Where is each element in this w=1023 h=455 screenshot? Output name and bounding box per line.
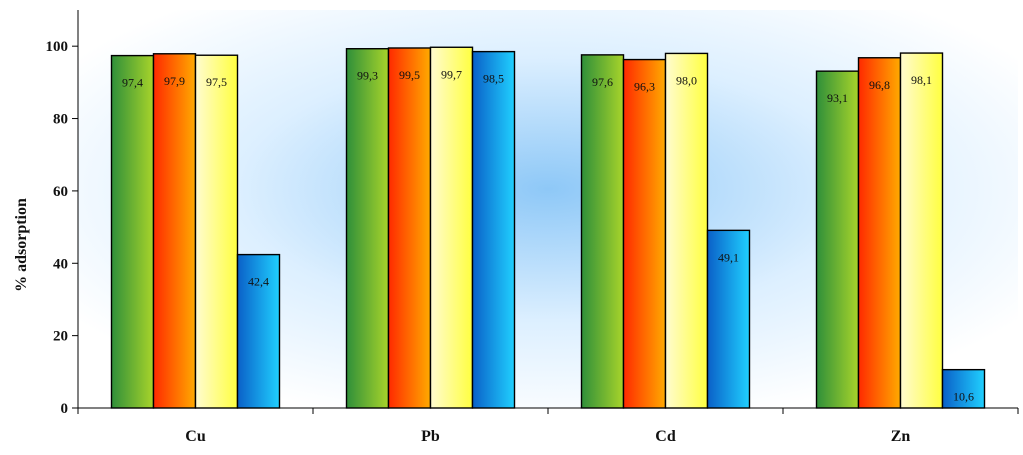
- bar: [580, 54, 625, 409]
- bar-value-label: 96,3: [634, 80, 655, 94]
- bar-value-label: 49,1: [718, 250, 739, 264]
- x-category-label: Cu: [185, 428, 206, 445]
- bar: [387, 47, 432, 409]
- bar: [110, 54, 155, 409]
- bar-value-label: 42,4: [248, 275, 269, 289]
- bar: [236, 253, 281, 409]
- bar-value-label: 99,5: [399, 68, 420, 82]
- bar-value-label: 97,5: [206, 75, 227, 89]
- bar-value-label: 99,7: [441, 67, 462, 81]
- bar-value-label: 97,4: [122, 76, 143, 90]
- bar-value-label: 98,5: [483, 72, 504, 86]
- y-tick-label: 40: [53, 256, 68, 272]
- y-tick-label: 80: [53, 112, 68, 128]
- bar-value-label: 93,1: [827, 91, 848, 105]
- bar: [664, 52, 709, 409]
- bar-value-label: 98,0: [676, 73, 697, 87]
- y-tick-label: 20: [53, 329, 68, 345]
- bar: [429, 46, 474, 409]
- data-label-group: 97,4 97,9 97,5 42,4 99,3 99,5 99,7 98,5 97,6 96,3…: [122, 67, 974, 403]
- x-category-label: Zn: [891, 428, 911, 445]
- x-axis: Cu Pb Cd Zn: [77, 407, 1019, 445]
- bar: [941, 368, 986, 409]
- y-axis: 0 20 40 60 80 100: [46, 10, 79, 417]
- bar-value-label: 97,9: [164, 74, 185, 88]
- bar: [857, 57, 902, 409]
- y-tick-label: 60: [53, 184, 68, 200]
- y-tick-label: 100: [46, 39, 69, 55]
- y-tick-label: 0: [61, 401, 69, 417]
- bar-value-label: 99,3: [357, 69, 378, 83]
- y-axis-title: % adsorption: [13, 198, 30, 292]
- bar: [815, 70, 860, 409]
- bar: [899, 52, 944, 409]
- bar-value-label: 97,6: [592, 75, 613, 89]
- bar-value-label: 96,8: [869, 78, 890, 92]
- bar-series-group: [110, 46, 986, 409]
- x-category-label: Pb: [421, 428, 440, 445]
- x-category-label: Cd: [655, 428, 676, 445]
- bar: [194, 54, 239, 409]
- bar-value-label: 10,6: [953, 390, 974, 404]
- bar: [345, 48, 390, 409]
- bar-value-label: 98,1: [911, 73, 932, 87]
- bar: [152, 53, 197, 409]
- bar: [622, 58, 667, 409]
- bar: [706, 229, 751, 409]
- bar: [471, 50, 516, 409]
